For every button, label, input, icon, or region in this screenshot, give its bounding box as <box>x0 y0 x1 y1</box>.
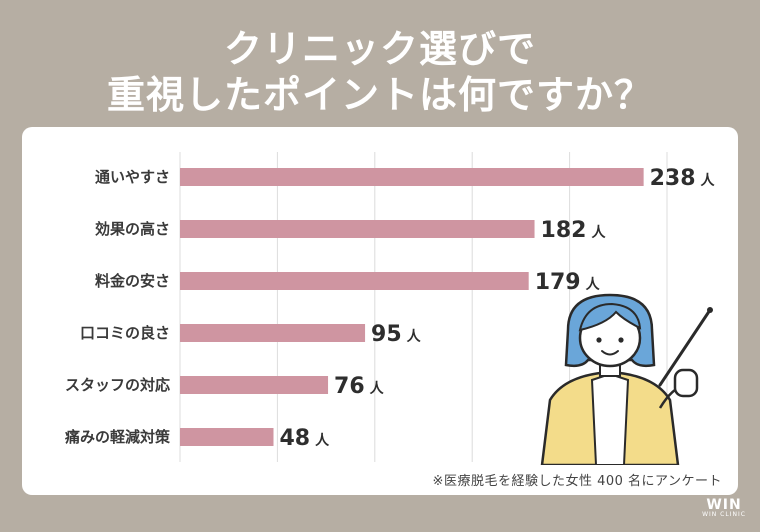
data-label: 238 <box>650 166 696 191</box>
category-label: 効果の高さ <box>95 220 170 238</box>
logo-subtext: WIN CLINIC <box>702 511 746 518</box>
data-label: 95 <box>371 322 402 347</box>
category-label: 通いやすさ <box>95 168 170 186</box>
bar <box>180 428 274 446</box>
data-unit-label: 人 <box>586 276 601 293</box>
category-label: 口コミの良さ <box>80 324 170 342</box>
data-unit-label: 人 <box>591 224 606 241</box>
title-line-2: 重視したポイントは何ですか？ <box>106 73 653 117</box>
bar <box>180 168 644 186</box>
bar <box>180 272 529 290</box>
data-label: 48 <box>280 426 311 451</box>
title-line-1: クリニック選びで <box>223 27 536 71</box>
data-unit-label: 人 <box>407 328 422 345</box>
data-unit-label: 人 <box>370 380 385 397</box>
bar <box>180 376 329 394</box>
survey-footnote: ※医療脱毛を経験した女性 400 名にアンケート <box>432 474 722 489</box>
category-label: スタッフの対応 <box>65 376 170 394</box>
data-unit-label: 人 <box>315 432 330 449</box>
presenter-illustration-icon <box>540 293 713 465</box>
category-label: 痛みの軽減対策 <box>64 428 171 446</box>
bar <box>180 324 366 342</box>
bar <box>180 220 535 238</box>
data-label: 179 <box>535 270 581 295</box>
data-label: 76 <box>334 374 365 399</box>
win-clinic-logo: WIN WIN CLINIC <box>694 497 754 518</box>
data-label: 182 <box>541 218 587 243</box>
logo-mark: WIN <box>706 497 742 513</box>
category-label: 料金の安さ <box>95 272 170 290</box>
data-unit-label: 人 <box>701 172 716 189</box>
